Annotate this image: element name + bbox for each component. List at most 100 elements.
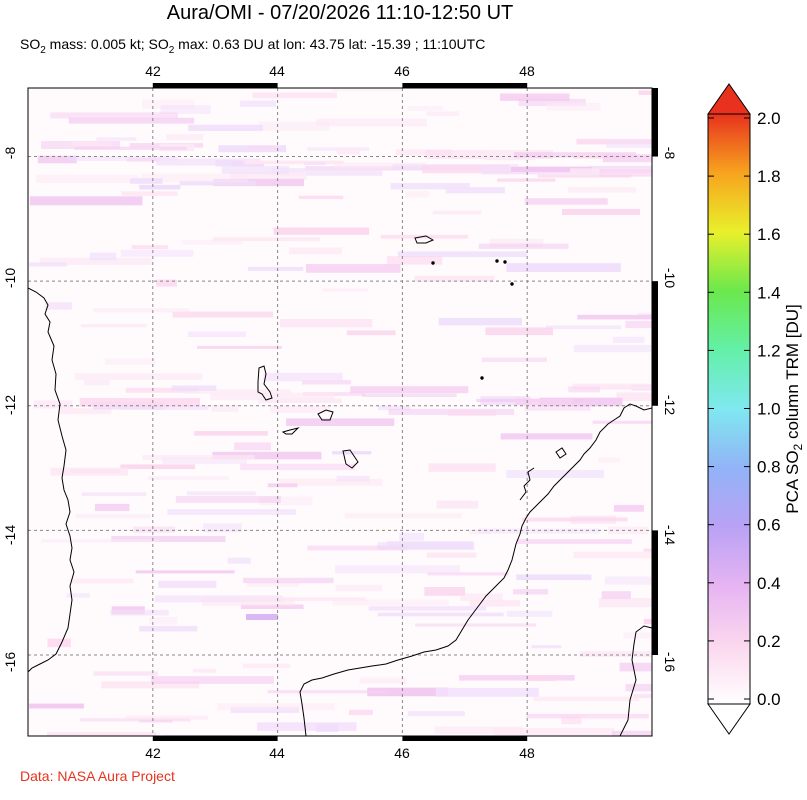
so2-streak	[105, 358, 156, 365]
so2-streak	[362, 393, 457, 398]
so2-streak	[39, 257, 152, 265]
so2-streak	[175, 495, 281, 503]
lat-label-right: -10	[662, 268, 678, 288]
so2-streak	[227, 557, 251, 564]
so2-streak	[93, 671, 158, 676]
so2-streak	[41, 539, 159, 543]
so2-streak	[140, 173, 248, 183]
lat-label-right: -16	[662, 652, 678, 672]
so2-streak	[211, 404, 239, 412]
so2-streak	[60, 408, 112, 415]
so2-streak	[29, 196, 143, 206]
so2-streak	[33, 400, 73, 409]
so2-streak	[66, 593, 90, 598]
islet	[503, 260, 507, 264]
colorbar-title-prefix: PCA SO	[783, 450, 802, 513]
lon-label-top: 42	[145, 63, 161, 79]
so2-streak	[243, 577, 334, 584]
so2-streak	[346, 330, 396, 336]
so2-streak	[75, 514, 151, 519]
so2-streak	[212, 451, 322, 460]
so2-streak	[489, 238, 544, 248]
so2-streak	[193, 668, 216, 673]
so2-streak	[445, 187, 505, 194]
so2-streak	[139, 184, 181, 190]
lon-label-bottom: 42	[145, 745, 161, 761]
coastline-madagascar-inlet	[519, 467, 535, 501]
lat-label-right: -12	[662, 395, 678, 415]
so2-streak	[155, 595, 283, 603]
so2-streak	[435, 687, 539, 697]
coastline-grande-comore	[257, 365, 273, 401]
so2-streak	[497, 178, 556, 182]
so2-streak	[336, 148, 360, 155]
coastline-moheli	[281, 427, 300, 435]
colorbar-tick-label: 0.8	[757, 458, 781, 477]
so2-streak	[485, 327, 554, 336]
so2-streak	[573, 153, 618, 159]
lat-labels-right: -8 -10 -12 -14 -16	[662, 147, 678, 673]
frame-bar-bottom	[152, 736, 278, 741]
so2-streak	[432, 210, 482, 215]
lon-label-top: 48	[519, 63, 535, 79]
so2-streak	[316, 723, 339, 732]
so2-streak	[67, 156, 178, 161]
colorbar-max-arrow	[707, 83, 751, 115]
so2-streak	[408, 106, 444, 111]
so2-streak	[70, 141, 112, 147]
so2-streak	[516, 539, 632, 544]
so2-streak	[460, 593, 503, 601]
so2-streak	[243, 597, 366, 601]
so2-streak	[258, 121, 330, 131]
so2-streak	[643, 548, 652, 552]
so2-streak	[240, 100, 277, 107]
so2-streak	[533, 696, 640, 702]
subtitle-mass-sub: 2	[40, 44, 46, 56]
frame-bar-right	[652, 88, 658, 157]
so2-streak	[331, 88, 403, 92]
coastline-nosy-be	[555, 447, 567, 459]
so2-streak	[221, 165, 290, 175]
so2-streak	[171, 385, 217, 391]
so2-streak	[242, 663, 291, 669]
so2-streak	[577, 314, 652, 320]
so2-streak	[50, 467, 129, 476]
lon-labels-bottom: 42 44 46 48	[145, 745, 535, 761]
so2-streak	[172, 311, 274, 318]
so2-streak	[121, 191, 178, 196]
so2-streak	[69, 578, 134, 584]
so2-streak	[598, 457, 621, 463]
so2-streak	[614, 504, 644, 512]
map-frame-bars	[152, 83, 658, 741]
so2-streak	[524, 198, 608, 205]
so2-streak	[35, 174, 139, 183]
so2-streak	[94, 503, 130, 512]
lat-labels-left: -8 -10 -12 -14 -16	[2, 147, 18, 673]
so2-streak	[267, 483, 298, 488]
lon-label-top: 44	[269, 63, 285, 79]
islet	[431, 261, 435, 265]
so2-streak	[194, 430, 268, 436]
so2-streak	[561, 208, 641, 216]
so2-streak	[359, 677, 407, 684]
so2-streak	[125, 715, 209, 720]
so2-streak	[197, 345, 283, 349]
so2-streak	[506, 263, 621, 272]
so2-streak	[500, 433, 593, 440]
so2-streak	[181, 240, 243, 245]
coastline-madagascar-east2	[631, 625, 652, 661]
so2-streak	[611, 730, 652, 736]
islet	[510, 282, 514, 286]
so2-streak	[302, 380, 352, 385]
so2-streak	[616, 392, 652, 402]
so2-streak	[499, 93, 570, 101]
lon-labels-top: 42 44 46 48	[145, 63, 535, 79]
so2-streak	[47, 638, 71, 648]
so2-streak	[469, 600, 521, 607]
colorbar-tick-label: 1.0	[757, 400, 781, 419]
so2-streak	[257, 722, 357, 731]
so2-streak	[598, 598, 652, 608]
so2-streak	[80, 324, 147, 328]
so2-streak	[289, 247, 342, 255]
so2-max-pixel	[246, 613, 278, 620]
